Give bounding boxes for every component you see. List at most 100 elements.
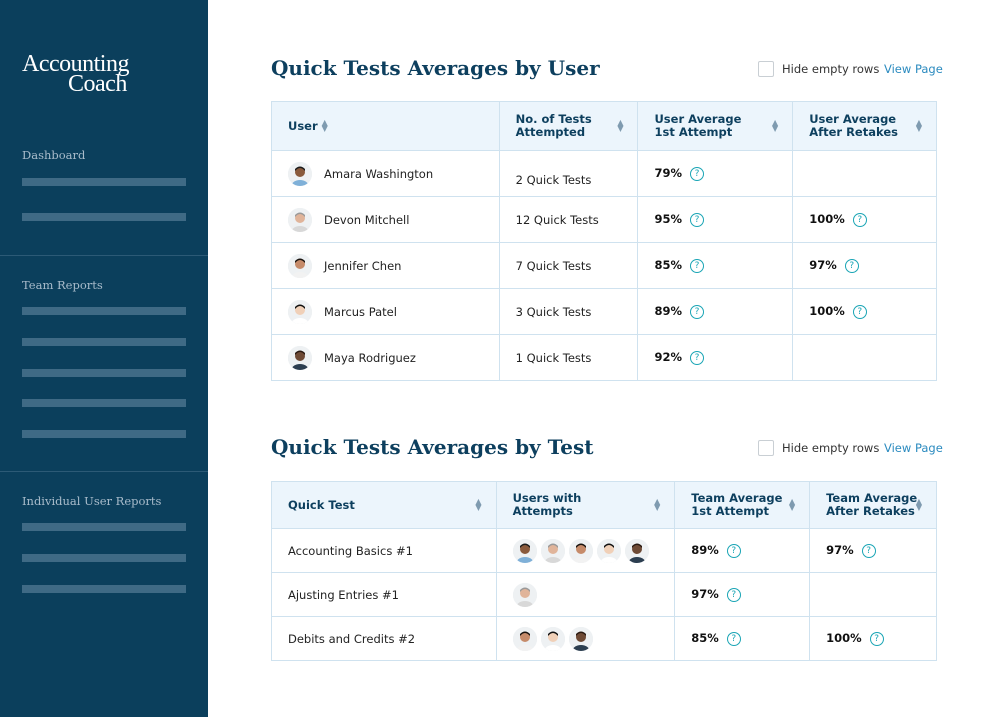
tests-count: 7 Quick Tests bbox=[515, 258, 592, 273]
help-icon[interactable]: ? bbox=[861, 543, 876, 558]
column-header[interactable]: User ▲ ▼ bbox=[271, 101, 500, 151]
team-first-attempt-avg: 97% bbox=[691, 587, 719, 602]
help-icon[interactable]: ? bbox=[690, 350, 704, 365]
tests-count: 2 Quick Tests bbox=[515, 172, 592, 187]
after-retakes-avg: 100% bbox=[809, 212, 845, 227]
checkbox[interactable] bbox=[758, 440, 774, 456]
help-icon[interactable]: ? bbox=[726, 587, 741, 602]
quick-test-name[interactable]: Debits and Credits #2 bbox=[288, 631, 416, 646]
table-row[interactable]: Marcus Patel 3 Quick Tests 89%? 100%? bbox=[271, 288, 937, 335]
column-header-label: Team Average 1st Attempt bbox=[691, 491, 783, 518]
sidebar-placeholder-item[interactable] bbox=[22, 338, 186, 346]
view-page-link[interactable]: View Page bbox=[884, 62, 943, 76]
sidebar: Accounting Coach Dashboard Team Reports I… bbox=[0, 0, 208, 717]
sort-icon[interactable]: ▲ ▼ bbox=[321, 118, 328, 133]
team-first-attempt-avg: 85% bbox=[691, 631, 719, 646]
sort-icon[interactable]: ▲ ▼ bbox=[475, 497, 482, 512]
column-header[interactable]: Quick Test ▲ ▼ bbox=[271, 481, 497, 529]
view-page-link[interactable]: View Page bbox=[884, 441, 943, 455]
sidebar-placeholder-item[interactable] bbox=[22, 178, 186, 186]
first-attempt-avg: 79% bbox=[654, 166, 682, 181]
help-icon[interactable]: ? bbox=[852, 212, 867, 227]
column-header[interactable]: Team Average After Retakes ▲ ▼ bbox=[809, 481, 937, 529]
table-row[interactable]: Ajusting Entries #1 97%? bbox=[271, 572, 937, 617]
column-header-label: User Average After Retakes bbox=[809, 112, 898, 139]
quick-test-name[interactable]: Accounting Basics #1 bbox=[288, 543, 413, 558]
sidebar-divider bbox=[0, 471, 208, 472]
hide-empty-rows-toggle[interactable]: Hide empty rows bbox=[758, 61, 879, 77]
help-icon[interactable]: ? bbox=[844, 258, 859, 273]
user-avatar bbox=[540, 538, 565, 563]
logo-line1: Accounting bbox=[22, 51, 129, 77]
sidebar-section-dashboard[interactable]: Dashboard bbox=[22, 148, 86, 162]
sidebar-placeholder-item[interactable] bbox=[22, 554, 186, 562]
quick-test-name[interactable]: Ajusting Entries #1 bbox=[288, 587, 399, 602]
help-icon[interactable]: ? bbox=[690, 212, 704, 227]
user-name[interactable]: Amara Washington bbox=[324, 166, 434, 181]
tests-count: 1 Quick Tests bbox=[515, 350, 592, 365]
sort-icon[interactable]: ▲ ▼ bbox=[617, 118, 624, 133]
team-first-attempt-avg: 89% bbox=[691, 543, 719, 558]
column-header[interactable]: Users with Attempts ▲ ▼ bbox=[495, 481, 676, 529]
column-header[interactable]: User Average 1st Attempt ▲ ▼ bbox=[637, 101, 794, 151]
user-name[interactable]: Devon Mitchell bbox=[324, 212, 410, 227]
help-icon[interactable]: ? bbox=[690, 166, 704, 181]
help-icon[interactable]: ? bbox=[852, 304, 867, 319]
after-retakes-avg: 100% bbox=[809, 304, 845, 319]
column-header[interactable]: Team Average 1st Attempt ▲ ▼ bbox=[674, 481, 811, 529]
user-avatar bbox=[624, 538, 649, 563]
sidebar-placeholder-item[interactable] bbox=[22, 369, 186, 377]
table-row[interactable]: Amara Washington 2 Quick Tests 79%? bbox=[271, 150, 937, 197]
sort-icon[interactable]: ▲ ▼ bbox=[654, 497, 661, 512]
help-icon[interactable]: ? bbox=[726, 631, 741, 646]
checkbox[interactable] bbox=[758, 61, 774, 77]
table-row[interactable]: Debits and Credits #2 85%? 100%? bbox=[271, 616, 937, 661]
sidebar-placeholder-item[interactable] bbox=[22, 213, 186, 221]
help-icon[interactable]: ? bbox=[690, 304, 704, 319]
column-header[interactable]: No. of Tests Attempted ▲ ▼ bbox=[498, 101, 639, 151]
table-row[interactable]: Jennifer Chen 7 Quick Tests 85%? 97%? bbox=[271, 242, 937, 289]
sort-icon[interactable]: ▲ ▼ bbox=[915, 118, 922, 133]
column-header-label: Users with Attempts bbox=[512, 491, 582, 518]
first-attempt-avg: 85% bbox=[654, 258, 682, 273]
user-name[interactable]: Marcus Patel bbox=[324, 304, 397, 319]
user-avatar bbox=[288, 299, 312, 324]
user-avatar bbox=[512, 626, 537, 651]
table-row[interactable]: Maya Rodriguez 1 Quick Tests 92%? bbox=[271, 334, 937, 381]
sort-icon[interactable]: ▲ ▼ bbox=[788, 497, 796, 512]
sidebar-placeholder-item[interactable] bbox=[22, 585, 186, 593]
user-avatar bbox=[540, 626, 565, 651]
sidebar-placeholder-item[interactable] bbox=[22, 399, 186, 407]
accounting-coach-logo[interactable]: Accounting Coach bbox=[22, 51, 129, 96]
user-avatar bbox=[568, 626, 593, 651]
column-header[interactable]: User Average After Retakes ▲ ▼ bbox=[792, 101, 937, 151]
hide-empty-rows-toggle[interactable]: Hide empty rows bbox=[758, 440, 879, 456]
user-name[interactable]: Maya Rodriguez bbox=[324, 350, 416, 365]
first-attempt-avg: 89% bbox=[654, 304, 682, 319]
help-icon[interactable]: ? bbox=[690, 258, 704, 273]
user-avatar bbox=[512, 582, 537, 607]
tests-count: 3 Quick Tests bbox=[515, 304, 592, 319]
sidebar-section-individual-reports[interactable]: Individual User Reports bbox=[22, 494, 162, 508]
sort-icon[interactable]: ▲ ▼ bbox=[915, 497, 922, 512]
sort-icon[interactable]: ▲ ▼ bbox=[772, 118, 779, 133]
first-attempt-avg: 95% bbox=[654, 212, 682, 227]
help-icon[interactable]: ? bbox=[726, 543, 741, 558]
sidebar-section-team-reports[interactable]: Team Reports bbox=[22, 278, 103, 292]
table-row[interactable]: Accounting Basics #1 89%? 97%? bbox=[271, 528, 937, 573]
sidebar-placeholder-item[interactable] bbox=[22, 430, 186, 438]
user-name[interactable]: Jennifer Chen bbox=[324, 258, 402, 273]
table-row[interactable]: Devon Mitchell 12 Quick Tests 95%? 100%? bbox=[271, 196, 937, 243]
user-table-title: Quick Tests Averages by User bbox=[271, 56, 600, 80]
sidebar-placeholder-item[interactable] bbox=[22, 307, 186, 315]
user-avatar bbox=[288, 253, 312, 278]
user-avatar bbox=[512, 538, 537, 563]
user-avatar bbox=[288, 207, 312, 232]
test-table-title: Quick Tests Averages by Test bbox=[271, 435, 594, 459]
sidebar-placeholder-item[interactable] bbox=[22, 523, 186, 531]
user-avatar bbox=[288, 161, 312, 186]
help-icon[interactable]: ? bbox=[869, 631, 884, 646]
column-header-label: Quick Test bbox=[288, 497, 355, 512]
column-header-label: User bbox=[288, 118, 318, 133]
user-avatar bbox=[596, 538, 621, 563]
